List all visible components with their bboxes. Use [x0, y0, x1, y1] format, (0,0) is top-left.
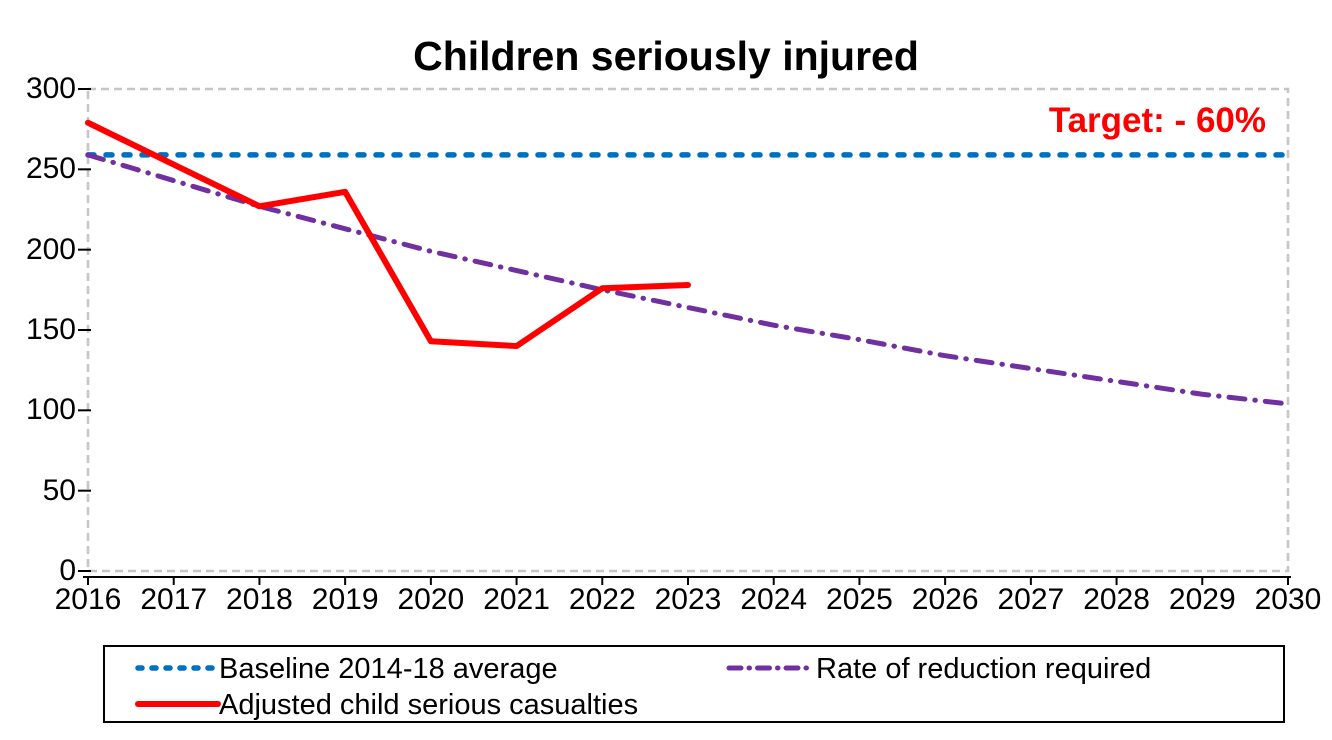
- y-axis-tick-label: 200: [25, 232, 76, 266]
- plot-border: [86, 87, 1290, 573]
- x-axis-tick-label: 2016: [54, 583, 122, 616]
- y-axis-tick-label: 300: [25, 72, 76, 105]
- legend-label-required-rate: Rate of reduction required: [816, 653, 1152, 685]
- legend-swatch-baseline: [135, 665, 221, 671]
- y-axis-tick-label: 100: [25, 393, 76, 427]
- legend-label-casualties: Adjusted child serious casualties: [219, 689, 639, 721]
- x-axis-tick-label: 2021: [483, 583, 550, 616]
- required-rate-series-line: [85, 152, 1291, 407]
- legend-swatch-required-rate: [726, 665, 812, 671]
- x-axis-tick-label: 2026: [911, 583, 979, 616]
- x-axis-tick-label: 2020: [397, 583, 465, 616]
- x-axis-tick-label: 2023: [654, 583, 722, 616]
- casualties-series-line: [85, 119, 691, 350]
- x-axis-tick-label: 2030: [1254, 583, 1322, 616]
- x-axis-tick-label: 2022: [568, 583, 636, 616]
- x-axis-tick-label: 2027: [997, 583, 1065, 616]
- x-axis-tick-label: 2019: [311, 583, 379, 616]
- y-axis-tick-label: 250: [25, 152, 76, 186]
- y-axis-tick-label: 50: [42, 473, 76, 507]
- legend: Baseline 2014-18 average Rate of reducti…: [103, 645, 1285, 723]
- y-axis-tick-label: 150: [25, 313, 76, 346]
- x-axis-tick-label: 2029: [1168, 583, 1236, 616]
- x-axis-tick-label: 2025: [826, 583, 893, 616]
- x-axis-tick-label: 2017: [140, 583, 208, 616]
- chart-title: Children seriously injured: [413, 33, 919, 79]
- x-axis-tick-label: 2024: [740, 583, 808, 616]
- y-axis-tick-label: 0: [59, 554, 76, 587]
- x-axis-tick-label: 2018: [226, 583, 293, 616]
- target-annotation: Target: - 60%: [1048, 101, 1266, 140]
- x-axis-tick-label: 2028: [1083, 583, 1150, 616]
- legend-label-baseline: Baseline 2014-18 average: [219, 653, 558, 685]
- legend-swatch-casualties: [135, 701, 221, 707]
